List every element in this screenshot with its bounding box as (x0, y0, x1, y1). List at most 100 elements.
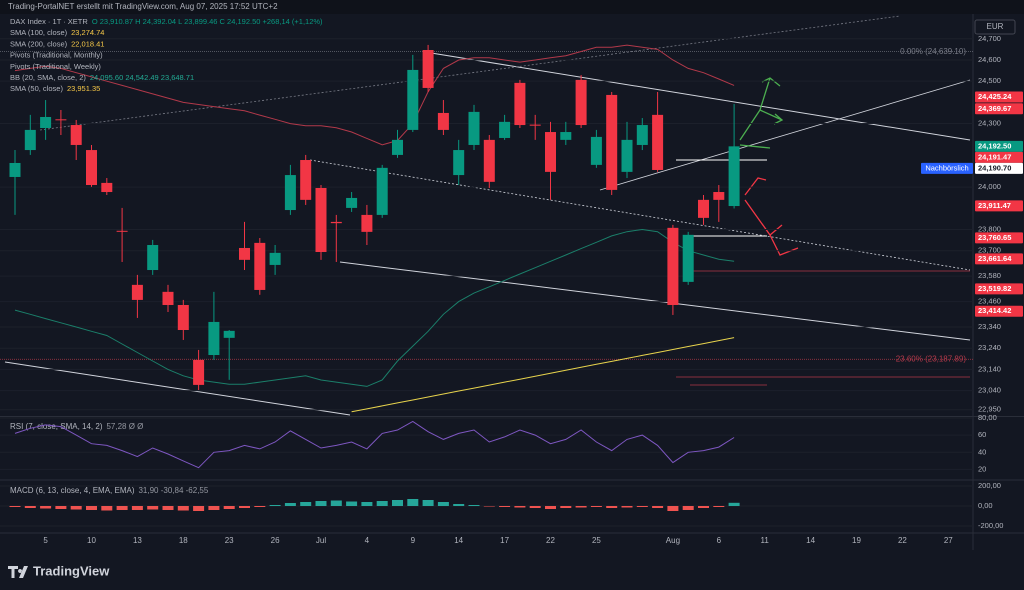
indicator-title: RSI (7, close, SMA, 14, 2) (10, 422, 103, 431)
price-label: 23,414.42 (978, 306, 1011, 315)
legend-label: SMA (100, close) (10, 28, 68, 37)
candle-body (162, 291, 174, 305)
indicator-value: 57,28 Ø Ø (106, 422, 143, 431)
logo-text[interactable]: TradingView (33, 563, 110, 578)
candle-body (529, 124, 541, 126)
candle-body (606, 94, 618, 190)
candle-body (361, 214, 373, 232)
histogram-bar (361, 502, 373, 506)
price-label-box (975, 305, 1023, 317)
candle-body (300, 160, 312, 200)
candle-body (652, 114, 664, 170)
price-label: 24,190.70 (978, 163, 1011, 172)
y-tick-label: 23,460 (978, 297, 1001, 306)
fib-label: 23.60% (23,187.89) (896, 354, 967, 363)
x-tick-label: 19 (852, 536, 861, 545)
candle-body (269, 252, 281, 265)
price-label: 24,369.67 (978, 104, 1011, 113)
histogram-bar (254, 506, 266, 507)
trend-line (4, 361, 351, 416)
arrow (744, 177, 767, 196)
histogram-bar (346, 501, 358, 506)
price-label: 24,425.24 (978, 92, 1012, 101)
histogram-bar (698, 506, 709, 508)
histogram-bar (392, 500, 403, 506)
legend-value: O 23,910.87 H 24,392.04 L 23,899.46 C 24… (92, 17, 323, 26)
histogram-bar (147, 506, 159, 510)
histogram-bar (223, 506, 235, 509)
x-tick-label: 17 (500, 536, 509, 545)
histogram-bar (193, 506, 205, 511)
y-tick-label: 40 (978, 447, 986, 456)
legend-label: SMA (200, close) (10, 39, 68, 48)
y-tick-label: 23,340 (978, 322, 1001, 331)
tag-label: Nachbörslich (925, 163, 968, 172)
histogram-bar (284, 503, 296, 506)
candle-body (284, 175, 296, 211)
y-tick-label: 23,240 (978, 343, 1001, 352)
candle-body (239, 247, 250, 260)
price-label-box (975, 253, 1023, 265)
candle-body (330, 221, 342, 224)
histogram-bar (315, 501, 327, 506)
histogram-bar (300, 502, 312, 506)
currency[interactable]: EUR (987, 22, 1004, 31)
histogram-bar (606, 506, 618, 508)
x-tick-label: 4 (365, 536, 370, 545)
y-tick-label: -200,00 (978, 521, 1003, 530)
currency-box[interactable] (974, 19, 1016, 35)
price-label-box (975, 103, 1023, 115)
histogram-bar (560, 506, 572, 508)
legend-value: 22,018.41 (71, 39, 104, 48)
histogram-bar (162, 506, 174, 510)
candle-body (392, 139, 403, 155)
arrow (759, 109, 783, 121)
y-tick-label: 24,000 (978, 182, 1001, 191)
arrow (739, 144, 771, 149)
logo-icon[interactable] (8, 566, 28, 578)
candle-body (545, 132, 556, 172)
histogram-bar (713, 506, 725, 507)
x-tick-label: 6 (717, 536, 722, 545)
price-label: 23,519.82 (978, 284, 1011, 293)
candle-body (40, 116, 52, 129)
candle-body (131, 284, 143, 300)
x-tick-label: 27 (944, 536, 953, 545)
histogram-bar (575, 506, 587, 508)
x-tick-label: 26 (271, 536, 280, 545)
histogram-bar (499, 506, 511, 507)
candle-body (422, 50, 434, 88)
legend-label: Pivots (Traditional, Weekly) (10, 62, 101, 71)
logo[interactable]: TradingView (8, 563, 110, 578)
price-label-box (975, 91, 1023, 103)
indicator-title: MACD (6, 13, close, 4, EMA, EMA) (10, 486, 135, 495)
candle-body (682, 234, 694, 282)
price-label-box (975, 151, 1023, 163)
histogram-bar (101, 506, 113, 511)
trend-line (309, 159, 971, 271)
x-tick-label: 23 (225, 536, 234, 545)
candle-body (315, 187, 327, 253)
legend-label: SMA (50, close) (10, 84, 63, 93)
candle-body (713, 192, 725, 200)
histogram-bar (407, 499, 419, 506)
candle-body (698, 199, 709, 218)
histogram-bar (269, 505, 281, 506)
histogram-bar (468, 505, 480, 506)
candle-body (9, 162, 21, 177)
price-label: 23,661.64 (978, 254, 1012, 263)
legend-value: 24,095.60 24,542.49 23,648.71 (90, 73, 194, 82)
price-label-box (975, 140, 1023, 152)
price-label: 23,760.65 (978, 233, 1011, 242)
histogram-bar (422, 500, 434, 506)
histogram-bar (728, 502, 740, 506)
trend-line (39, 15, 901, 131)
price-label: 24,192.50 (978, 141, 1011, 150)
candle-body (514, 82, 526, 126)
y-tick-label: 24,500 (978, 76, 1001, 85)
histogram-bar (667, 506, 679, 511)
histogram-bar (208, 506, 220, 510)
histogram-bar (131, 506, 143, 510)
